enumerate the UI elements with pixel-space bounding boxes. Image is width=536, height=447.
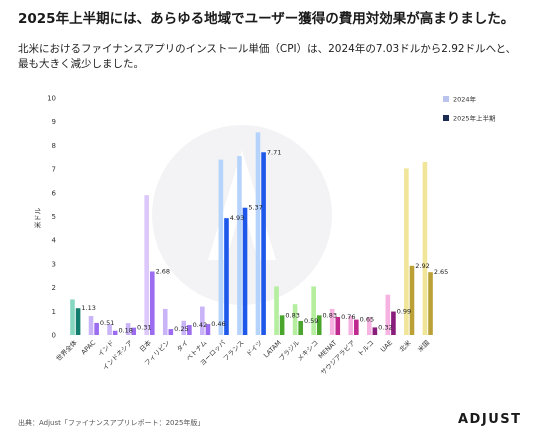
x-tick-label: トルコ (356, 339, 375, 358)
data-labels: 1.13 0.51 0.18 0.31 2.68 0.25 0.42 0.46 4.93 5.37… (81, 148, 448, 334)
x-tick-label: APAC (80, 338, 98, 356)
y-tick-label: 10 (47, 95, 56, 103)
x-tick-label: ドイツ (245, 339, 264, 358)
bar-2025-h1 (428, 272, 433, 335)
data-label: 0.83 (285, 311, 299, 319)
bar-2025-h1 (187, 325, 192, 335)
data-label: 7.71 (267, 148, 281, 156)
y-axis: 0 1 2 3 4 5 6 7 8 9 10 (47, 95, 56, 340)
bar-2025-h1 (205, 324, 211, 335)
bar-2025-h1 (261, 152, 266, 335)
x-tick-label: 米国 (416, 338, 432, 354)
x-tick-label: 北米 (397, 338, 413, 354)
adjust-logo: ADJUST (458, 412, 522, 427)
bar-2024 (144, 195, 149, 335)
data-label: 0.31 (137, 324, 151, 332)
bar-2024 (329, 308, 335, 335)
legend-swatch (443, 96, 449, 102)
bar-2025-h1 (75, 308, 81, 335)
bar-2024 (70, 299, 75, 335)
bar-2025-h1 (279, 315, 285, 335)
bar-2025-h1 (298, 321, 303, 335)
legend-swatch (443, 115, 449, 121)
data-label: 0.51 (100, 319, 114, 327)
data-label: 2.65 (434, 268, 448, 276)
bar-2025-h1 (316, 315, 322, 335)
bar-2025-h1 (409, 265, 415, 335)
bar-2024 (255, 132, 261, 335)
bar-2024 (404, 168, 409, 335)
legend-label: 2025年上半期 (453, 114, 496, 123)
bar-2024 (200, 306, 205, 335)
bar-2024 (162, 308, 168, 335)
x-tick-label: フランス (222, 339, 246, 363)
source-note: 出典：Adjust「ファイナンスアプリレポート：2025年版」 (18, 419, 205, 427)
legend-label: 2024年 (453, 95, 477, 104)
bar-2024 (218, 159, 224, 335)
bars (70, 132, 433, 335)
y-tick-label: 9 (52, 118, 56, 126)
bar-2025-h1 (131, 327, 137, 335)
bar-2024 (366, 317, 372, 335)
data-label: 0.42 (193, 321, 207, 329)
data-label: 0.18 (118, 327, 132, 335)
data-label: 0.83 (323, 311, 337, 319)
bar-2024 (274, 286, 279, 335)
bar-2025-h1 (149, 271, 155, 335)
bar-2025-h1 (242, 207, 248, 335)
y-tick-label: 8 (52, 142, 56, 150)
y-tick-label: 2 (52, 284, 56, 292)
data-label: 0.32 (378, 323, 392, 331)
data-label: 0.99 (397, 308, 411, 316)
bar-2024 (292, 304, 298, 335)
data-label: 5.37 (248, 204, 262, 212)
bar-2024 (125, 323, 131, 335)
data-label: 2.68 (156, 267, 170, 275)
bar-2024 (311, 286, 316, 335)
y-tick-label: 0 (52, 332, 56, 340)
bar-2024 (422, 161, 428, 335)
data-label: 0.59 (304, 317, 318, 325)
bar-2024 (348, 316, 354, 335)
y-tick-label: 3 (52, 260, 56, 268)
data-label: 4.93 (230, 214, 244, 222)
x-axis: 世界全体 APAC インドインドネシア 日本フィリピン タイベトナムヨーロッパフランスド… (54, 338, 431, 377)
y-axis-label: 米ドル (33, 208, 42, 229)
bar-2025-h1 (354, 319, 359, 335)
y-tick-label: 4 (52, 237, 57, 245)
y-tick-label: 5 (52, 213, 56, 221)
legend: 2024年 2025年上半期 (443, 95, 496, 123)
data-label: 0.46 (211, 320, 225, 328)
data-label: 0.76 (341, 313, 355, 321)
data-label: 0.25 (174, 325, 188, 333)
y-tick-label: 6 (52, 189, 57, 197)
bar-2025-h1 (112, 330, 118, 335)
x-tick-label: 世界全体 (54, 338, 79, 363)
x-tick-label: 日本 (137, 338, 153, 354)
y-tick-label: 7 (52, 166, 56, 174)
bar-2025-h1 (168, 329, 174, 335)
bar-2025-h1 (335, 316, 341, 335)
bar-2025-h1 (372, 327, 378, 335)
bar-2024 (237, 156, 242, 335)
chart-title: 2025年上半期には、あらゆる地域でユーザー獲得の費用対効果が高まりました。 (18, 11, 515, 27)
bar-2024 (107, 324, 112, 335)
bar-2024 (385, 294, 391, 335)
x-tick-label: メキシコ (296, 339, 320, 363)
y-tick-label: 1 (52, 308, 56, 316)
data-label: 0.65 (360, 316, 374, 324)
bar-2024 (88, 316, 94, 335)
data-label: 2.92 (415, 262, 429, 270)
bar-2025-h1 (224, 218, 229, 335)
bar-2025-h1 (391, 311, 396, 335)
data-label: 1.13 (81, 304, 95, 312)
x-tick-label: タイ (174, 338, 190, 354)
bar-2024 (181, 320, 187, 335)
chart-subtitle: 北米におけるファイナンスアプリのインストール単価（CPI）は、2024年の7.0… (18, 43, 517, 70)
bar-2025-h1 (94, 322, 99, 335)
x-tick-label: UAE (379, 339, 394, 354)
